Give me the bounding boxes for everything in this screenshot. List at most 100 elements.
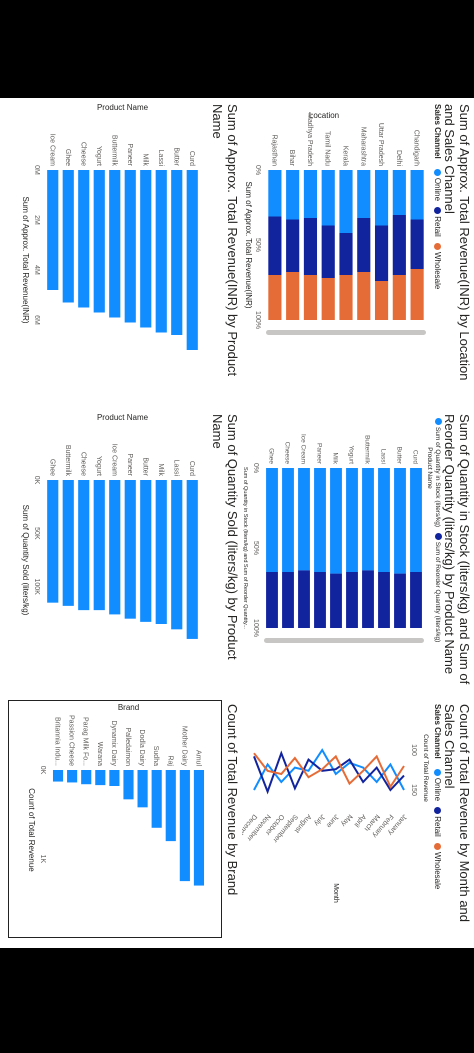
quantity-sold-panel[interactable]: Sum of Quantity Sold (liters/kg) by Prod… — [0, 408, 242, 698]
category-label: Amul — [194, 750, 201, 766]
bar — [179, 770, 190, 882]
category-label: Bihar — [288, 150, 295, 167]
category-label: Warana — [96, 742, 103, 766]
month-label: June — [324, 813, 339, 829]
category-label: Lassi — [380, 449, 387, 464]
bar-segment-2 — [357, 272, 371, 320]
bar — [165, 770, 176, 842]
bar — [67, 770, 78, 783]
category-label: Ghee — [64, 149, 71, 166]
bar-segment-0 — [339, 170, 353, 233]
category-axis-title: Product Name — [426, 447, 433, 489]
bar — [155, 170, 167, 333]
bar — [78, 480, 90, 611]
bar-segment-1 — [314, 572, 326, 628]
category-label: Milk — [332, 452, 339, 464]
category-label: Yogurt — [348, 445, 355, 464]
category-label: Dynamix Dairy — [110, 720, 117, 766]
bar — [171, 170, 183, 335]
category-label: Parag Milk Fo... — [82, 717, 89, 766]
category-label: Mother Dairy — [180, 726, 187, 767]
bar-segment-1 — [357, 218, 371, 272]
bar — [109, 770, 120, 786]
value-axis-title: Sum of Quantity Sold (liters/kg) — [21, 505, 30, 616]
category-label: Raj — [166, 755, 173, 766]
bar — [124, 480, 136, 619]
category-label: Lassi — [157, 150, 164, 167]
revenue-by-brand-panel[interactable]: Count of Total Revenue by Brand Amul Moth… — [0, 698, 242, 948]
category-axis-title: Location — [309, 111, 339, 120]
bar-segment-2 — [374, 281, 389, 320]
bar-segment-1 — [394, 573, 406, 629]
stock-reorder-panel[interactable]: Sum of Quantity in Stock (liters/kg) and… — [242, 408, 474, 698]
bar — [151, 770, 162, 828]
brand-chart: Amul Mother Dairy Raj Sudha Dodla Dairy Palle… — [27, 703, 205, 886]
bar — [81, 770, 92, 785]
bar-segment-1 — [346, 572, 358, 628]
bar-segment-1 — [266, 572, 278, 628]
category-label: Buttermilk — [364, 435, 371, 465]
location-chart: Location Chandigarh Delhi Uttar Pradesh Maha… — [244, 111, 426, 335]
bar-segment-0 — [266, 468, 278, 572]
category-label: Yogurt — [95, 146, 102, 166]
category-label: Kerala — [342, 146, 349, 166]
scrollbar — [264, 638, 424, 643]
category-label: Sudha — [152, 746, 159, 766]
bar — [62, 170, 74, 303]
category-label: Chandigarh — [413, 130, 420, 166]
category-label: Buttermilk — [110, 135, 117, 167]
category-axis-title: Brand — [118, 703, 139, 712]
category-label: Maharashtra — [359, 127, 366, 166]
category-label: Curd — [188, 151, 195, 166]
bar — [62, 480, 74, 606]
category-label: Butter — [141, 457, 148, 476]
bar-segment-0 — [410, 468, 422, 572]
bar — [137, 770, 148, 808]
bar — [52, 770, 64, 782]
bar-segment-1 — [339, 233, 353, 275]
bar — [47, 480, 59, 603]
bar-segment-0 — [303, 170, 318, 218]
month-label: May — [339, 813, 353, 828]
bar-segment-2 — [392, 275, 406, 320]
revenue-by-location-panel[interactable]: Sum of Approx. Total Revenue(INR) by Loc… — [242, 98, 474, 408]
bar — [193, 770, 205, 886]
value-axis-title: Sum of Approx. Total Revenue(INR) — [244, 181, 253, 308]
category-label: Ghee — [268, 448, 275, 464]
bar-segment-0 — [268, 170, 282, 217]
bar-segment-0 — [286, 170, 300, 220]
bar-segment-1 — [378, 572, 390, 628]
rotated-report: Sum of Approx. Total Revenue(INR) by Loc… — [0, 98, 474, 948]
category-label: Lassi — [172, 460, 179, 477]
category-label: Butter — [172, 147, 179, 166]
bar-segment-0 — [378, 468, 390, 572]
tick-label: 100% — [254, 311, 261, 329]
tick-label: 6M — [33, 315, 40, 325]
tick-label: 0M — [33, 165, 40, 175]
bar-segment-1 — [298, 570, 310, 628]
bar-segment-1 — [362, 570, 374, 628]
bar — [171, 480, 183, 630]
category-label: Butter — [396, 447, 403, 465]
category-label: Palledaimon — [124, 727, 131, 766]
category-label: Britannia Indu... — [54, 717, 61, 766]
revenue-by-product-panel[interactable]: Sum of Approx. Total Revenue(INR) by Pro… — [0, 98, 242, 408]
bar — [124, 170, 136, 323]
bar-segment-1 — [286, 219, 300, 272]
month-chart: Count of Total Revenue100150JanuaryFebru… — [242, 734, 429, 903]
bar-segment-0 — [392, 170, 406, 215]
category-label: Uttar Pradesh — [377, 123, 384, 166]
bar-segment-0 — [314, 468, 326, 572]
bar-segment-2 — [339, 275, 353, 320]
category-label: Curd — [412, 450, 419, 464]
category-label: Milk — [157, 464, 164, 477]
revenue-by-month-panel[interactable]: Count of Total Revenue by Month and Sale… — [242, 698, 474, 948]
bar — [140, 480, 152, 622]
bar-segment-1 — [374, 225, 389, 281]
bar — [78, 170, 90, 308]
report-canvas: Sum of Approx. Total Revenue(INR) by Loc… — [0, 98, 474, 948]
category-label: Ghee — [48, 459, 55, 476]
bar — [95, 770, 106, 786]
bar — [93, 170, 105, 313]
category-label: Curd — [188, 461, 195, 476]
